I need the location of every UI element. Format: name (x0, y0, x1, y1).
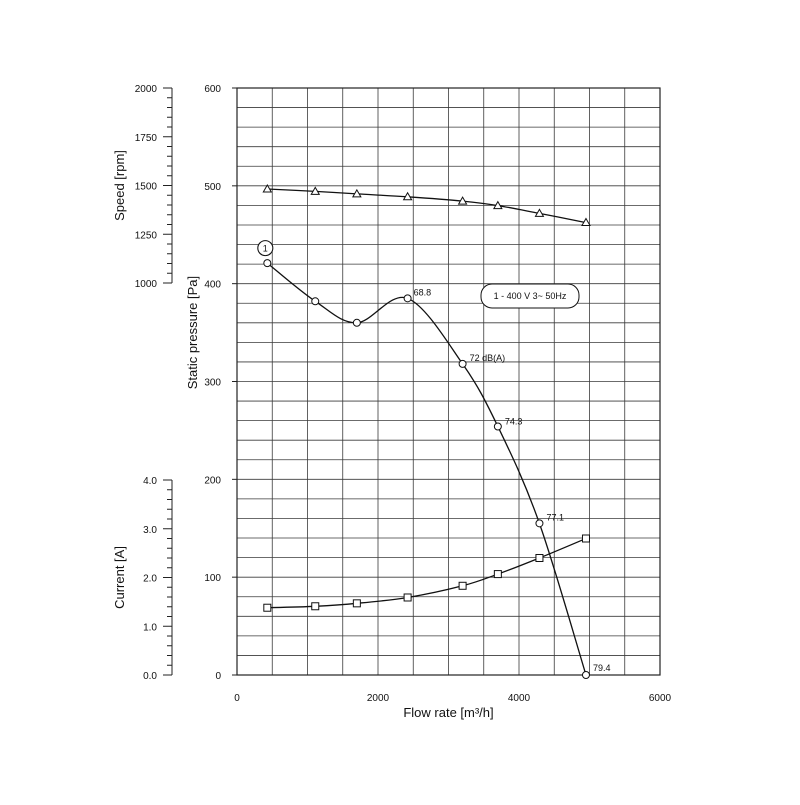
legend-text: 1 - 400 V 3~ 50Hz (494, 291, 567, 301)
pressure-point (535, 519, 544, 528)
speed-point (262, 184, 273, 193)
speed-point (402, 191, 413, 201)
flow-rate-tick-label: 6000 (649, 693, 672, 704)
current-axis-tick-label: 3.0 (143, 525, 157, 536)
speed-axis-tick-label: 1750 (135, 133, 158, 144)
pressure-tick-label: 100 (204, 573, 221, 584)
pressure-point (403, 294, 412, 303)
pressure-axis: 0 100 200 300 400 500 600 Static pressure [Pa] (185, 84, 237, 682)
current-axis-tick-label: 4.0 (143, 476, 157, 487)
pressure-point (458, 359, 467, 368)
legend-box: 1 - 400 V 3~ 50Hz (480, 283, 580, 309)
current-axis-tick-label: 2.0 (143, 574, 157, 585)
pressure-tick-label: 200 (204, 475, 221, 486)
pressure-tick-label: 300 (204, 378, 221, 389)
current-axis-tick-label: 1.0 (143, 622, 157, 633)
curve-number-label: 1 (263, 244, 268, 254)
pressure-axis-title: Static pressure [Pa] (185, 276, 200, 389)
flow-rate-tick-label: 4000 (508, 693, 531, 704)
current-series (263, 534, 590, 612)
current-axis: 0.0 1.0 2.0 3.0 4.0 Current [A] (112, 476, 173, 682)
pressure-point (263, 259, 272, 268)
pressure-tick-label: 0 (215, 671, 221, 682)
speed-axis-tick-label: 1250 (135, 230, 158, 241)
flow-rate-axis-title: Flow rate [m³/h] (403, 705, 493, 720)
speed-axis-title: Speed [rpm] (112, 150, 127, 221)
noise-level-label: 72 dB(A) (470, 353, 506, 363)
speed-point (457, 196, 468, 205)
pressure-point (311, 297, 320, 306)
pressure-point (352, 318, 361, 327)
current-point (352, 599, 361, 608)
speed-point (310, 186, 321, 195)
pressure-tick-label: 400 (204, 280, 221, 291)
speed-series (262, 184, 591, 227)
current-point (581, 534, 590, 543)
noise-level-label: 77.1 (546, 512, 564, 522)
pressure-tick-label: 500 (204, 182, 221, 193)
flow-rate-tick-label: 2000 (367, 693, 390, 704)
noise-level-label: 68.8 (414, 287, 432, 297)
pressure-point (493, 422, 502, 431)
speed-axis-tick-label: 1500 (135, 182, 158, 193)
speed-point (534, 208, 545, 217)
current-axis-tick-label: 0.0 (143, 671, 157, 682)
legend-frame (480, 283, 580, 309)
current-point (458, 581, 467, 590)
current-axis-title: Current [A] (112, 546, 127, 609)
pressure-point (581, 671, 590, 679)
speed-curve (267, 188, 587, 224)
speed-point (351, 188, 362, 198)
current-point (493, 570, 502, 579)
current-point (535, 554, 544, 562)
speed-point (581, 217, 591, 227)
pressure-tick-label: 600 (204, 84, 221, 95)
curve-number-marker: 1 (257, 240, 274, 257)
noise-level-label: 74.3 (505, 417, 523, 427)
current-point (311, 602, 320, 611)
speed-point (492, 200, 503, 210)
current-point (403, 593, 412, 602)
flow-rate-axis: 0 2000 4000 6000 Flow rate [m³/h] (234, 693, 671, 720)
pressure-series (263, 259, 590, 679)
current-point (263, 603, 272, 612)
speed-axis-tick-label: 1000 (135, 279, 158, 290)
noise-level-label: 79.4 (593, 663, 611, 673)
speed-axis-tick-label: 2000 (135, 84, 158, 95)
flow-rate-tick-label: 0 (234, 693, 240, 704)
speed-axis: 1000 1250 1500 1750 2000 Speed [rpm] (112, 84, 173, 290)
curve-number-circle (257, 240, 274, 257)
